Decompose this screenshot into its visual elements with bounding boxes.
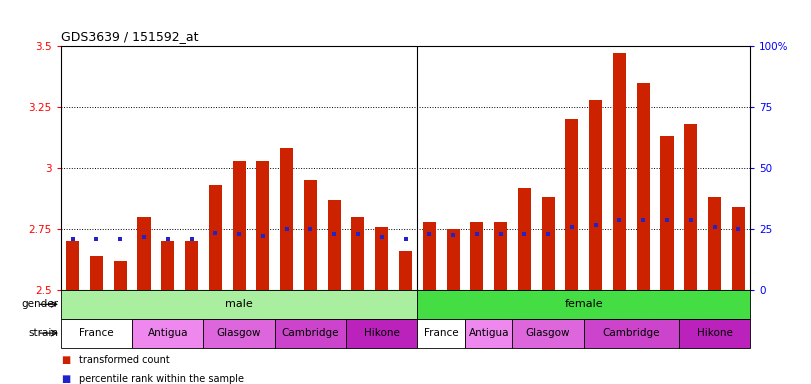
Text: France: France bbox=[79, 328, 114, 338]
Bar bbox=[132, 319, 204, 348]
Text: Hikone: Hikone bbox=[697, 328, 732, 338]
Text: female: female bbox=[564, 299, 603, 310]
Bar bbox=[660, 136, 673, 290]
Bar bbox=[161, 241, 174, 290]
Bar bbox=[732, 207, 744, 290]
Text: Antigua: Antigua bbox=[469, 328, 509, 338]
Bar bbox=[90, 256, 103, 290]
Text: Glasgow: Glasgow bbox=[526, 328, 570, 338]
Bar bbox=[418, 290, 750, 319]
Bar bbox=[613, 53, 626, 290]
Bar bbox=[138, 217, 151, 290]
Bar bbox=[185, 241, 198, 290]
Bar bbox=[423, 222, 436, 290]
Text: Antigua: Antigua bbox=[148, 328, 188, 338]
Bar bbox=[708, 197, 721, 290]
Bar bbox=[399, 251, 412, 290]
Bar bbox=[256, 161, 269, 290]
Bar bbox=[204, 319, 275, 348]
Text: ■: ■ bbox=[61, 355, 70, 365]
Bar bbox=[584, 319, 679, 348]
Bar bbox=[61, 319, 132, 348]
Bar bbox=[275, 319, 346, 348]
Text: male: male bbox=[225, 299, 253, 310]
Bar bbox=[233, 161, 246, 290]
Bar bbox=[513, 319, 584, 348]
Text: Cambridge: Cambridge bbox=[281, 328, 339, 338]
Bar bbox=[328, 200, 341, 290]
Bar bbox=[679, 319, 750, 348]
Bar bbox=[375, 227, 388, 290]
Bar bbox=[114, 261, 127, 290]
Bar bbox=[418, 319, 465, 348]
Bar bbox=[67, 241, 79, 290]
Bar bbox=[351, 217, 364, 290]
Bar bbox=[208, 185, 222, 290]
Text: gender: gender bbox=[21, 299, 58, 310]
Text: GDS3639 / 151592_at: GDS3639 / 151592_at bbox=[61, 30, 199, 43]
Text: Cambridge: Cambridge bbox=[603, 328, 660, 338]
Text: Hikone: Hikone bbox=[364, 328, 400, 338]
Text: Glasgow: Glasgow bbox=[217, 328, 261, 338]
Bar bbox=[637, 83, 650, 290]
Text: strain: strain bbox=[28, 328, 58, 338]
Bar bbox=[684, 124, 697, 290]
Bar bbox=[494, 222, 507, 290]
Bar bbox=[304, 180, 317, 290]
Bar bbox=[470, 222, 483, 290]
Bar bbox=[589, 100, 603, 290]
Bar bbox=[465, 319, 513, 348]
Text: France: France bbox=[424, 328, 458, 338]
Bar bbox=[447, 229, 460, 290]
Bar bbox=[61, 290, 418, 319]
Text: percentile rank within the sample: percentile rank within the sample bbox=[79, 374, 243, 384]
Bar bbox=[565, 119, 578, 290]
Bar bbox=[280, 149, 294, 290]
Text: ■: ■ bbox=[61, 374, 70, 384]
Text: transformed count: transformed count bbox=[79, 355, 169, 365]
Bar bbox=[517, 187, 531, 290]
Bar bbox=[346, 319, 418, 348]
Bar bbox=[542, 197, 555, 290]
